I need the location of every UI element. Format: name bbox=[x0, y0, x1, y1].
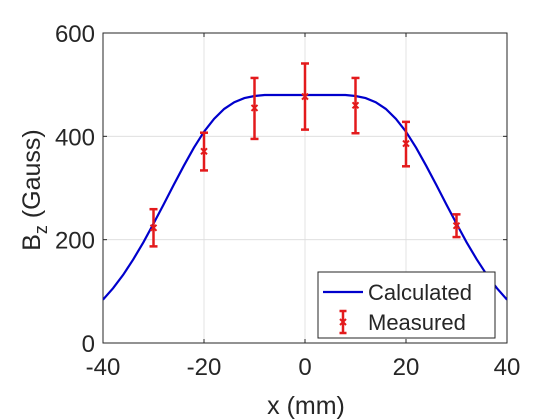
data-marker bbox=[402, 139, 410, 148]
legend: Calculated Measured bbox=[317, 271, 496, 339]
x-axis-label: x (mm) bbox=[267, 392, 345, 420]
y-tick-label: 0 bbox=[82, 331, 95, 358]
plot-area bbox=[103, 62, 507, 301]
legend-label: Measured bbox=[368, 310, 466, 335]
measured-point bbox=[250, 76, 259, 141]
y-axis-label-base: B bbox=[18, 234, 46, 251]
data-marker bbox=[351, 101, 360, 110]
measured-point bbox=[301, 62, 309, 131]
data-marker bbox=[200, 147, 208, 156]
legend-box bbox=[317, 271, 496, 339]
legend-swatch-marker bbox=[339, 318, 347, 326]
y-tick-label: 600 bbox=[55, 21, 95, 48]
measured-point bbox=[452, 213, 461, 239]
y-axis-label-suffix: (Gauss) bbox=[18, 129, 46, 225]
x-tick-label: 0 bbox=[298, 354, 311, 381]
x-tick-label: -40 bbox=[86, 354, 121, 381]
data-marker bbox=[452, 222, 461, 230]
x-tick-label: -20 bbox=[187, 354, 222, 381]
x-tick-label: 40 bbox=[494, 354, 521, 381]
data-marker bbox=[301, 92, 309, 101]
y-axis-label: Bz (Gauss) bbox=[18, 129, 51, 251]
x-tick-label: 20 bbox=[393, 354, 420, 381]
y-tick-label: 200 bbox=[55, 228, 95, 255]
y-axis-label-subscript: z bbox=[31, 225, 51, 234]
legend-label: Calculated bbox=[368, 280, 472, 305]
measured-point bbox=[351, 76, 360, 135]
data-marker bbox=[250, 104, 259, 112]
measured-point bbox=[200, 131, 208, 172]
measured-point bbox=[402, 120, 410, 168]
measured-point bbox=[149, 207, 158, 248]
axes bbox=[102, 32, 508, 344]
data-marker bbox=[149, 224, 158, 232]
y-tick-label: 400 bbox=[55, 124, 95, 151]
